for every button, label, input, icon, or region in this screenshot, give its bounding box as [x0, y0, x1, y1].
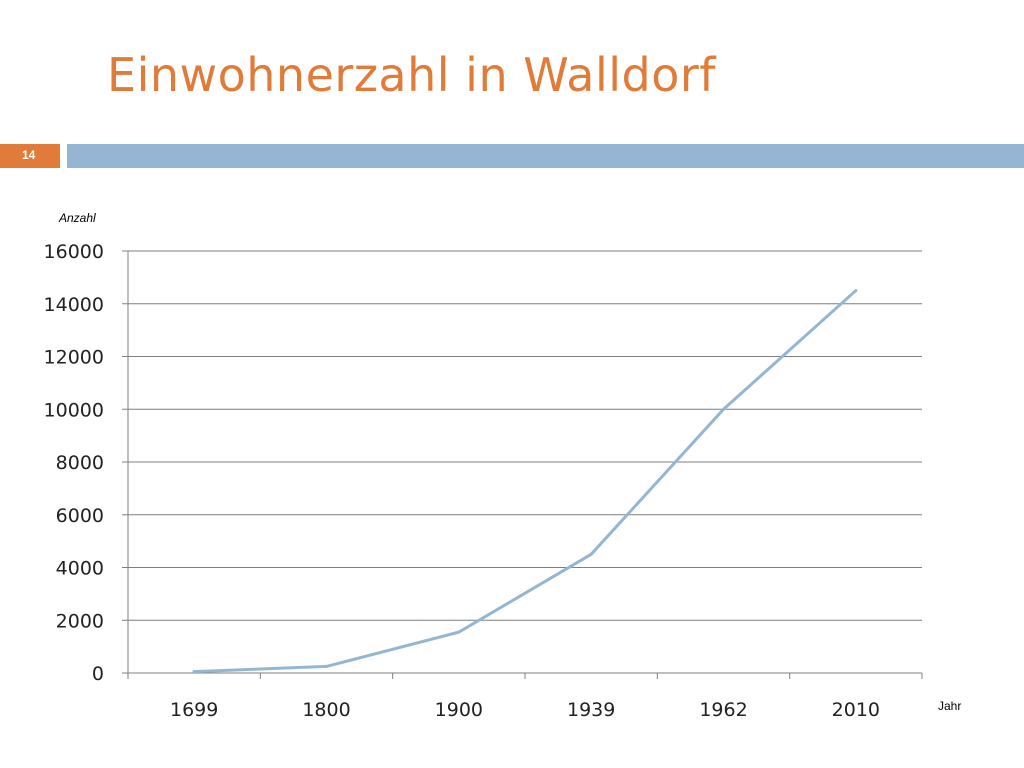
y-tick-labels: 0 2000 4000 6000 8000 10000 12000 14000 16000 — [44, 241, 104, 685]
series-line — [192, 289, 858, 674]
y-tick-label: 16000 — [44, 241, 104, 263]
x-tick-label: 2010 — [832, 699, 880, 721]
y-tick-label: 2000 — [56, 610, 104, 632]
y-tick-label: 12000 — [44, 347, 104, 369]
y-tick-label: 8000 — [56, 452, 104, 474]
x-tick-label: 1962 — [699, 699, 747, 721]
x-tick-label: 1939 — [567, 699, 615, 721]
y-tick-label: 0 — [92, 663, 104, 685]
slide-title: Einwohnerzahl in Walldorf — [107, 48, 716, 102]
data-point — [457, 630, 461, 634]
x-tick-label: 1900 — [435, 699, 483, 721]
data-point — [325, 664, 328, 668]
header-bar — [67, 144, 1024, 168]
x-tick-labels: 1699 1800 1900 1939 1962 2010 — [170, 699, 880, 721]
data-point — [722, 407, 725, 411]
y-tick-label: 4000 — [56, 558, 104, 580]
grid-lines — [128, 250, 922, 621]
data-point — [589, 552, 593, 556]
x-tick-label: 1800 — [302, 699, 350, 721]
x-tick-label: 1699 — [170, 699, 218, 721]
series-layer — [192, 289, 858, 674]
axes — [122, 250, 923, 679]
x-axis-title: Jahr — [938, 699, 961, 713]
slide-number: 14 — [22, 148, 36, 162]
y-axis-title: Anzahl — [58, 211, 96, 225]
y-tick-label: 6000 — [56, 505, 104, 527]
data-point — [854, 289, 858, 293]
slide-number-box: 14 — [0, 144, 60, 168]
y-tick-label: 14000 — [44, 294, 104, 316]
y-tick-label: 10000 — [44, 399, 104, 421]
data-point — [192, 670, 196, 674]
